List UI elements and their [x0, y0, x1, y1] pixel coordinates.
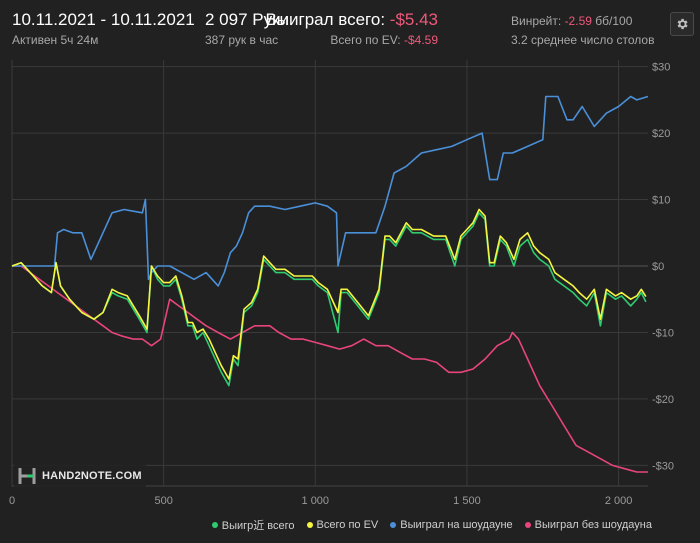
- legend-marker: [390, 522, 397, 528]
- y-tick-label: $0: [652, 261, 664, 273]
- x-tick-label: 1 500: [453, 495, 481, 507]
- winrate: Винрейт: -2.59 бб/100: [511, 14, 632, 28]
- legend-label: Всего по EV: [316, 519, 379, 531]
- legend-marker: [524, 522, 531, 528]
- y-tick-label: $10: [652, 195, 670, 207]
- series-lines: [11, 95, 649, 473]
- winrate-value: -2.59: [564, 14, 592, 28]
- won-total: Выиграл всего: -$5.43: [265, 10, 438, 30]
- legend-item-showdown[interactable]: Выиграл на шоудауне: [390, 517, 513, 533]
- series-non-showdown: [12, 265, 648, 473]
- legend-label: Выиграл на шоудауне: [400, 519, 513, 531]
- legend-item-ev[interactable]: Всего по EV: [306, 517, 379, 533]
- x-tick-label: 2 000: [605, 495, 633, 507]
- hand2note-logo: HAND2NOTE.COM: [14, 463, 146, 489]
- y-tick-label: $30: [652, 62, 670, 74]
- date-range: 10.11.2021 - 10.11.2021: [12, 10, 195, 29]
- series-showdown: [12, 95, 649, 287]
- x-tick-label: 0: [9, 495, 15, 507]
- hands-per-hour: 387 рук в час: [205, 33, 279, 47]
- settings-button[interactable]: [670, 12, 694, 36]
- y-axis: $30 $20 $10 $0 -$10 -$20 -$30: [652, 62, 674, 473]
- series-ev: [11, 208, 647, 380]
- ev-total: Всего по EV: -$4.59: [330, 33, 438, 47]
- gear-icon: [677, 18, 688, 30]
- won-value: -$5.43: [389, 10, 438, 29]
- won-label: Выиграл всего:: [265, 10, 386, 29]
- winrate-label: Винрейт:: [511, 14, 562, 28]
- y-tick-label: $20: [652, 128, 670, 140]
- legend-label: Выиграл без шоудауна: [534, 519, 652, 531]
- hand2note-logo-text: HAND2NOTE.COM: [42, 470, 142, 482]
- x-tick-label: 500: [154, 495, 172, 507]
- legend-item-non-showdown[interactable]: Выиграл без шоудауна: [524, 517, 652, 533]
- series-won: [11, 212, 647, 387]
- hand2note-logo-icon: [18, 468, 36, 484]
- avg-tables: 3.2 среднее число столов: [511, 33, 655, 47]
- legend: Выигр近 всего Всего по EV Выиграл на шоуд…: [211, 517, 652, 533]
- ev-value: -$4.59: [403, 33, 438, 47]
- x-axis: 0 500 1 000 1 500 2 000: [9, 495, 632, 507]
- legend-item-won[interactable]: Выигр近 всего: [211, 517, 295, 533]
- ev-label: Всего по EV:: [330, 33, 401, 47]
- active-time: Активен 5ч 24м: [12, 33, 99, 47]
- legend-marker: [211, 522, 218, 528]
- y-tick-label: -$30: [652, 460, 674, 472]
- y-tick-label: -$10: [652, 327, 674, 339]
- y-tick-label: -$20: [652, 394, 674, 406]
- winrate-unit: бб/100: [595, 14, 633, 28]
- legend-marker: [306, 522, 313, 528]
- legend-label: Выигр近 всего: [221, 520, 295, 532]
- hands-count: 2 097 Руки: [205, 10, 290, 29]
- x-tick-label: 1 000: [302, 495, 330, 507]
